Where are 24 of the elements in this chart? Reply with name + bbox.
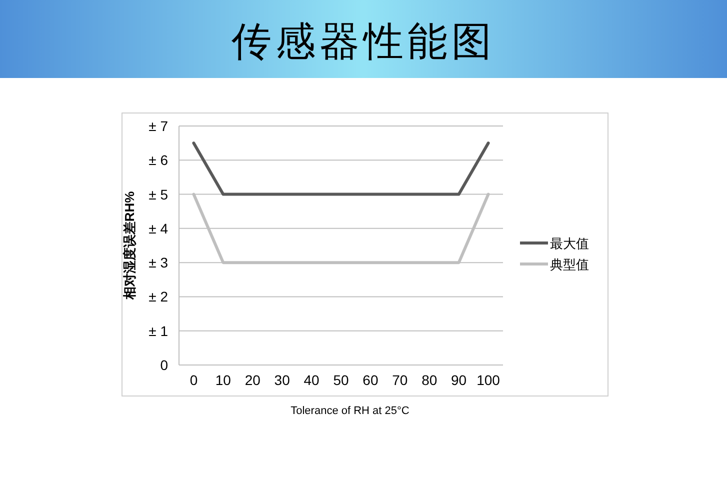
- x-tick-label: 60: [362, 372, 378, 388]
- x-tick-label: 90: [451, 372, 467, 388]
- y-tick-label: ± 5: [148, 186, 168, 202]
- chart-title: 传感器性能图: [232, 20, 496, 64]
- y-tick-label: ± 7: [148, 118, 168, 134]
- y-tick-label: 0: [160, 357, 168, 373]
- x-tick-label: 20: [244, 372, 261, 388]
- y-tick-label: ± 4: [148, 220, 168, 236]
- y-tick-label: ± 1: [148, 322, 168, 339]
- x-tick-label: 100: [476, 372, 500, 388]
- y-tick-label: ± 3: [148, 254, 168, 271]
- x-tick-label: 50: [333, 372, 349, 388]
- y-tick-label: ± 2: [148, 288, 168, 305]
- x-axis-title: Tolerance of RH at 25°C: [290, 405, 410, 417]
- legend-label: 最大值: [550, 236, 589, 251]
- x-tick-label: 30: [274, 372, 290, 388]
- y-axis-title: 相对湿度误差RH%: [122, 190, 137, 301]
- x-tick-label: 80: [422, 372, 438, 388]
- y-tick-label: ± 6: [148, 152, 168, 168]
- x-tick-label: 0: [190, 372, 198, 388]
- x-tick-label: 10: [215, 372, 232, 388]
- x-tick-label: 40: [304, 372, 320, 388]
- x-tick-label: 70: [392, 372, 408, 388]
- legend-label: 典型值: [550, 257, 589, 272]
